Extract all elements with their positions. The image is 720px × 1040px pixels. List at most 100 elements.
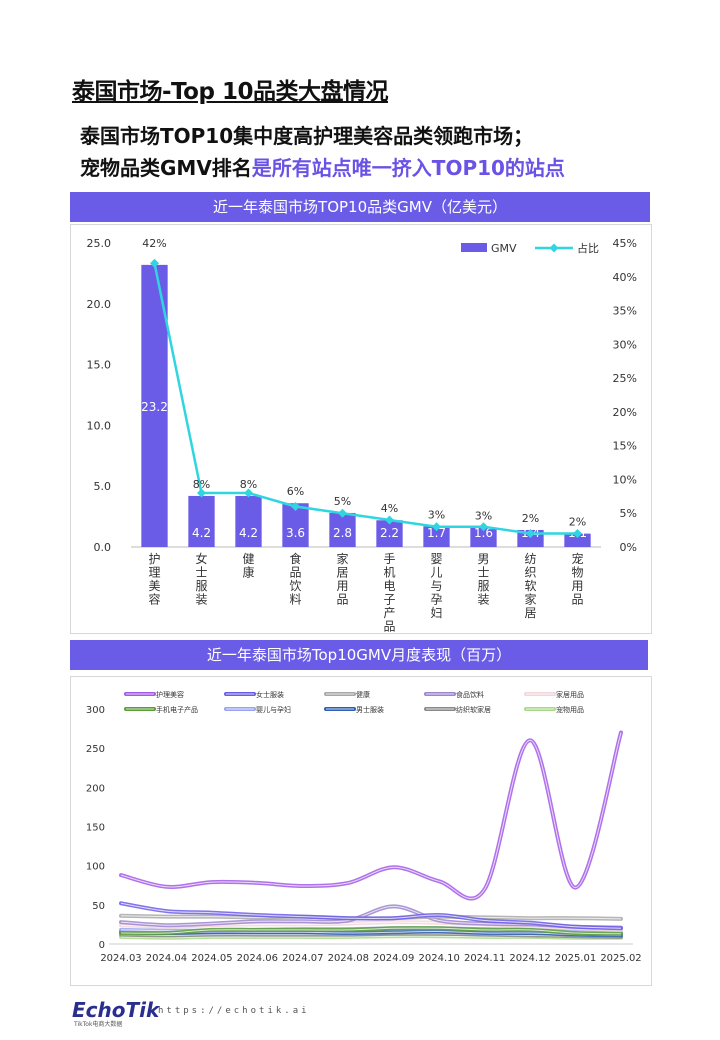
bar-value-label: 1.6 [474,526,493,540]
y-left-tick-label: 15.0 [87,359,112,372]
legend-share-marker [549,243,559,253]
y-tick-label: 0 [99,940,105,951]
x-tick-label: 食品饮料 [289,551,301,607]
y-right-tick-label: 30% [613,338,637,351]
share-label: 42% [142,237,166,250]
bar-7 [423,526,450,547]
y-tick-label: 50 [92,901,105,912]
legend-gmv-swatch [461,243,487,252]
y-tick-label: 100 [86,862,105,873]
legend-label: 女士服装 [256,690,284,699]
legend-label: 男士服装 [356,705,384,714]
bar-chart-title: 近一年泰国市场TOP10品类GMV（亿美元） [70,192,650,222]
bar-value-label: 3.6 [286,526,305,540]
bar-6 [376,520,403,547]
bar-3 [235,495,262,547]
x-tick-label: 2024.06 [237,953,278,964]
y-right-tick-label: 0% [620,541,637,554]
y-right-tick-label: 25% [613,372,637,385]
y-tick-label: 250 [86,744,105,755]
share-label: 4% [381,502,398,515]
share-label: 3% [428,508,445,521]
legend-label: 食品饮料 [456,690,484,699]
legend-label: 宠物用品 [556,705,584,714]
y-left-tick-label: 0.0 [94,541,112,554]
line-chart: 0 50 100 150 200 250 300 2024.03 2024.04 2024.05 2… [86,690,642,964]
bar-value-label: 4.2 [239,526,258,540]
share-label: 5% [334,495,351,508]
bar-2 [188,495,215,547]
x-tick-label: 女士服装 [195,551,207,607]
share-label: 8% [240,478,257,491]
x-tick-label: 2025.01 [555,953,596,964]
y-left-tick-label: 25.0 [87,237,112,250]
subtitle-line-2: 宠物品类GMV排名是所有站点唯一挤入TOP10的站点 [80,152,565,181]
y-left-tick-label: 5.0 [94,480,112,493]
legend-label: 健康 [356,690,370,699]
share-point-4 [291,501,300,511]
legend-label: 护理美容 [156,690,184,699]
y-right-tick-label: 5% [620,507,637,520]
legend-label: 手机电子产品 [156,705,198,714]
share-point-3 [244,488,253,498]
share-point-7 [432,522,441,532]
share-point-8 [479,522,488,532]
y-tick-label: 150 [86,823,105,834]
y-right-tick-label: 10% [613,473,637,486]
share-point-9 [526,528,535,538]
x-tick-label: 手机电子产品 [383,552,395,633]
x-tick-label: 纺织软家居 [524,552,536,620]
series-line-highlight-2 [120,902,622,929]
share-point-1 [150,258,159,268]
x-tick-label: 婴儿与孕妇 [430,552,442,620]
legend-label: 婴儿与孕妇 [256,705,291,714]
bar-value-label: 2.2 [380,526,399,540]
y-tick-label: 200 [86,783,105,794]
bar-chart-panel: 0.0 5.0 10.0 15.0 20.0 25.0 0% 5% 10% 15% 20% 25% 30… [70,224,652,634]
bar-value-label: 4.2 [192,526,211,540]
subtitle-line-1: 泰国市场TOP10集中度高护理美容品类领跑市场； [80,124,534,148]
share-label: 3% [475,510,492,523]
legend-share-label: 占比 [577,241,599,255]
line-chart-title: 近一年泰国市场Top10GMV月度表现（百万） [70,640,648,670]
share-point-6 [385,515,394,525]
share-line [153,263,578,535]
y-right-tick-label: 20% [613,406,637,419]
bar-5 [329,512,356,547]
y-right-tick-label: 35% [613,305,637,318]
y-tick-label: 300 [86,705,105,716]
x-tick-label: 2025.02 [600,953,641,964]
x-tick-label: 2024.07 [282,953,323,964]
y-left-tick-label: 20.0 [87,298,112,311]
x-tick-label: 宠物用品 [571,551,583,607]
x-tick-label: 2024.10 [419,953,460,964]
x-tick-label: 2024.04 [146,953,187,964]
share-label: 2% [569,516,586,529]
x-tick-label: 家居用品 [336,551,348,607]
share-point-5 [338,508,347,518]
bar-value-label: 1.7 [427,526,446,540]
y-right-tick-label: 45% [613,237,637,250]
series-line-highlight-1 [120,732,622,899]
x-tick-label: 2024.12 [509,953,550,964]
x-tick-label: 健康 [242,552,254,580]
x-tick-label: 男士服装 [477,552,489,607]
y-left-tick-label: 10.0 [87,419,112,432]
x-tick-label: 2024.05 [191,953,232,964]
x-tick-label: 2024.11 [464,953,505,964]
x-tick-label: 护理美容 [148,552,160,607]
x-tick-label: 2024.08 [328,953,369,964]
x-tick-label: 2024.03 [100,953,141,964]
y-right-tick-label: 15% [613,440,637,453]
legend-label: 家居用品 [556,690,584,699]
bar-8 [470,527,497,547]
share-point-10 [573,528,582,538]
echotik-logo-subtitle: TikTok电商大数据 [74,1021,123,1028]
share-point-2 [197,488,206,498]
footer-url[interactable]: https://echotik.ai [158,1006,310,1016]
bar-10 [564,533,591,547]
subtitle-line-2-prefix: 宠物品类GMV排名 [80,156,252,180]
series-line-highlight-6 [120,927,622,935]
echotik-logo: EchoTik [72,998,160,1022]
share-label: 6% [287,485,304,498]
